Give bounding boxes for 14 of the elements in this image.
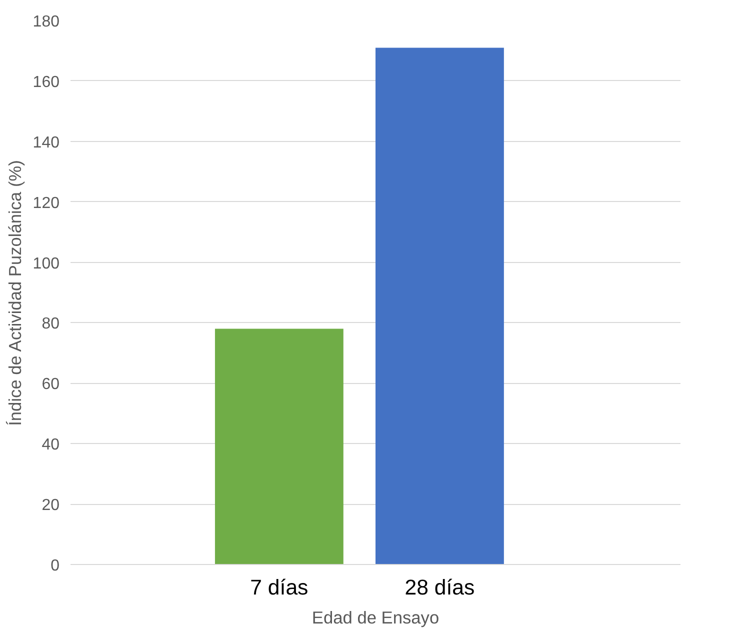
y-tick-label: 60 xyxy=(42,376,60,394)
y-tick-label: 140 xyxy=(32,134,60,152)
y-tick-label: 160 xyxy=(32,74,60,91)
x-axis-title: Edad de Ensayo xyxy=(312,608,440,628)
y-tick-label: 0 xyxy=(50,558,60,574)
y-tick-label: 20 xyxy=(42,497,60,514)
y-tick-label: 120 xyxy=(32,194,60,212)
x-tick-label: 28 días xyxy=(404,576,475,600)
y-tick-label: 40 xyxy=(42,436,60,454)
y-axis-title: Índice de Actividad Puzolánica (%) xyxy=(4,160,25,426)
x-tick-label: 7 días xyxy=(250,576,308,600)
y-tick-label: 100 xyxy=(32,255,60,272)
y-tick-label: 80 xyxy=(42,316,60,333)
y-tick-label: 180 xyxy=(32,14,60,30)
